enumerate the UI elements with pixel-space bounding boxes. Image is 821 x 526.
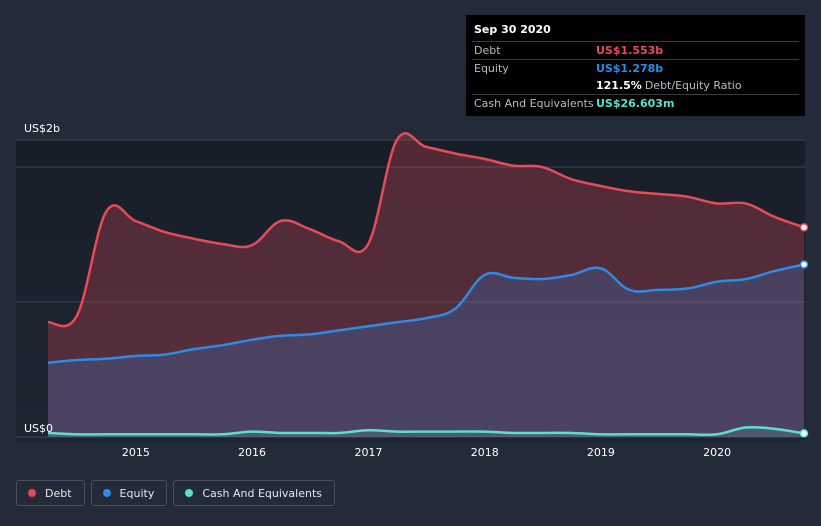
debt-line — [47, 132, 805, 328]
tooltip-cash-row: Cash And Equivalents US$26.603m — [472, 94, 799, 112]
cash-and-equivalents-end-marker — [799, 429, 809, 438]
series-areas — [48, 133, 804, 437]
tooltip-date: Sep 30 2020 — [474, 23, 551, 36]
legend-label-equity: Equity — [119, 486, 155, 500]
legend-dot-equity — [102, 489, 111, 497]
y-axis-bottom-label: US$0 — [24, 422, 53, 435]
data-tooltip: Sep 30 2020 Debt US$1.553b Equity US$1.2… — [466, 15, 805, 116]
tooltip-ratio-label: Debt/Equity Ratio — [644, 79, 742, 92]
tooltip-debt-row: Debt US$1.553b — [472, 41, 799, 59]
x-tick-label: 2018 — [471, 446, 499, 459]
tooltip-ratio-value: 121.5% — [596, 79, 642, 92]
tooltip-cash-label: Cash And Equivalents — [474, 97, 594, 110]
tooltip-ratio-row: 121.5% Debt/Equity Ratio — [472, 77, 799, 94]
x-axis-ticks: 2015 2016 2017 2018 2019 2020 — [122, 446, 731, 459]
y-axis-top-label: US$2b — [24, 122, 60, 135]
chart-legend: Debt Equity Cash And Equivalents — [16, 480, 335, 506]
debt-end-marker — [799, 223, 809, 232]
cash-and-equivalents-line — [47, 425, 805, 437]
equity-end-marker — [799, 260, 809, 269]
tooltip-cash-value: US$26.603m — [596, 97, 675, 110]
x-tick-label: 2020 — [703, 446, 731, 459]
series-lines — [47, 132, 805, 437]
tooltip-debt-label: Debt — [474, 44, 501, 57]
equity-area — [48, 264, 804, 437]
x-tick-label: 2017 — [355, 446, 383, 459]
legend-dot-cash — [185, 489, 194, 497]
legend-item-debt[interactable]: Debt — [16, 480, 85, 506]
legend-item-equity[interactable]: Equity — [90, 480, 168, 506]
tooltip-equity-label: Equity — [474, 62, 509, 75]
tooltip-equity-value: US$1.278b — [596, 62, 664, 75]
tooltip-equity-row: Equity US$1.278b — [472, 59, 799, 77]
equity-line — [47, 263, 805, 364]
legend-label-cash: Cash And Equivalents — [202, 486, 322, 500]
legend-dot-debt — [28, 489, 36, 497]
debt-area — [48, 133, 804, 437]
legend-label-debt: Debt — [45, 486, 72, 500]
x-tick-label: 2016 — [238, 446, 266, 459]
grid-lines — [16, 139, 805, 438]
x-tick-label: 2019 — [587, 446, 615, 459]
x-tick-label: 2015 — [122, 446, 150, 459]
tooltip-debt-value: US$1.553b — [596, 44, 664, 57]
series-end-markers — [799, 223, 809, 438]
legend-item-cash[interactable]: Cash And Equivalents — [173, 480, 335, 506]
